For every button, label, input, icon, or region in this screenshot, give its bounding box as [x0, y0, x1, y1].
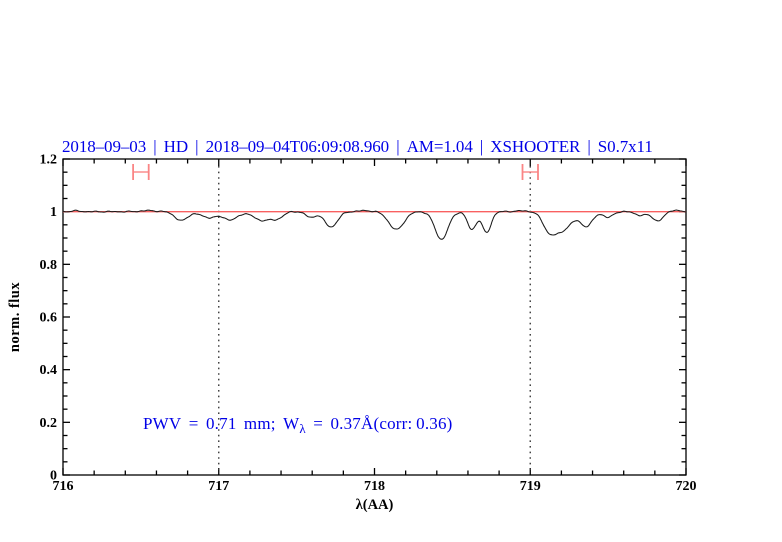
svg-text:1: 1: [50, 205, 57, 220]
svg-text:717: 717: [208, 479, 229, 494]
svg-text:PWV = 0.71 mm; Wλ = 0.37: PWV = 0.71 mm; Wλ = 0.37Å(corr: 0.36): [143, 414, 453, 436]
svg-text:719: 719: [520, 479, 541, 494]
svg-text:718: 718: [364, 479, 385, 494]
svg-text:λ(AA): λ(AA): [356, 497, 394, 513]
svg-text:720: 720: [676, 479, 697, 494]
svg-text:norm. flux: norm. flux: [7, 282, 23, 353]
svg-text:2018–09–03 | HD | 2018–09–: 2018–09–03 | HD | 2018–09–04T06:09:08.96…: [62, 137, 653, 156]
svg-text:0.4: 0.4: [40, 363, 58, 378]
svg-text:1.2: 1.2: [40, 153, 58, 168]
svg-text:0: 0: [50, 469, 57, 484]
svg-text:0.2: 0.2: [40, 416, 58, 431]
svg-text:0.8: 0.8: [40, 258, 58, 273]
svg-text:0.6: 0.6: [40, 311, 58, 326]
svg-text:716: 716: [53, 479, 74, 494]
